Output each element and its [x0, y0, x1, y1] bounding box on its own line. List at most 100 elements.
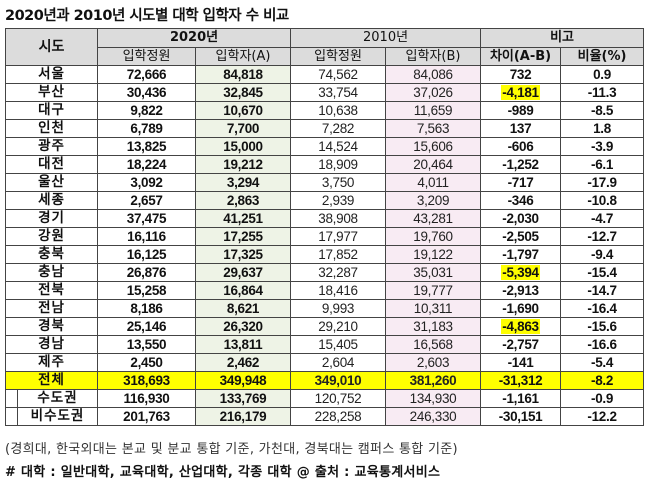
cell-entrants-2020: 2,462: [195, 353, 292, 372]
diff-value: -4,863: [501, 319, 540, 334]
cell-entrants-2020: 17,325: [195, 245, 292, 264]
cell-diff: -2,505: [480, 227, 562, 246]
cell-entrants-2010: 37,026: [385, 83, 482, 102]
cell-quota-2020: 72,666: [97, 65, 197, 84]
cell-entrants-2020: 216,179: [195, 407, 292, 426]
cell-ratio: -14.7: [560, 281, 645, 300]
cell-entrants-2020: 133,769: [195, 389, 292, 408]
cell-region: 인천: [4, 119, 99, 138]
cell-quota-2020: 2,450: [97, 353, 197, 372]
cell-quota-2020: 30,436: [97, 83, 197, 102]
cell-region: 경남: [4, 335, 99, 354]
diff-value: -1,690: [502, 301, 539, 316]
cell-quota-2010: 38,908: [290, 209, 387, 228]
cell-diff: -1,690: [480, 299, 562, 318]
cell-diff: -1,797: [480, 245, 562, 264]
header-ratio: 비율(%): [560, 47, 645, 66]
cell-ratio: -15.4: [560, 263, 645, 282]
table-row: 광주 13,825 15,000 14,524 15,606 -606 -3.9: [4, 137, 645, 156]
diff-value: -2,913: [502, 283, 539, 298]
cell-ratio: -4.7: [560, 209, 645, 228]
diff-value: -5,394: [501, 265, 540, 280]
cell-quota-2020: 26,876: [97, 263, 197, 282]
cell-quota-2010: 9,993: [290, 299, 387, 318]
diff-value: -1,161: [502, 391, 539, 406]
table-row: 제주 2,450 2,462 2,604 2,603 -141 -5.4: [4, 353, 645, 372]
cell-quota-2020: 9,822: [97, 101, 197, 120]
cell-ratio: -6.1: [560, 155, 645, 174]
cell-quota-2010: 349,010: [290, 371, 387, 390]
cell-quota-2020: 15,258: [97, 281, 197, 300]
cell-entrants-2020: 2,863: [195, 191, 292, 210]
cell-region: 서울: [4, 65, 99, 84]
cell-diff: -31,312: [480, 371, 562, 390]
cell-entrants-2020: 7,700: [195, 119, 292, 138]
diff-value: 732: [509, 67, 532, 82]
header-sido: 시도: [4, 28, 99, 66]
cell-entrants-2020: 84,818: [195, 65, 292, 84]
cell-diff: -989: [480, 101, 562, 120]
cell-entrants-2020: 32,845: [195, 83, 292, 102]
cell-entrants-2020: 10,670: [195, 101, 292, 120]
cell-entrants-2020: 19,212: [195, 155, 292, 174]
cell-entrants-2020: 3,294: [195, 173, 292, 192]
cell-quota-2020: 13,825: [97, 137, 197, 156]
table-row: 전북 15,258 16,864 18,416 19,777 -2,913 -14.7: [4, 281, 645, 300]
cell-quota-2020: 3,092: [97, 173, 197, 192]
cell-diff: -346: [480, 191, 562, 210]
cell-entrants-2010: 16,568: [385, 335, 482, 354]
cell-ratio: -12.2: [560, 407, 645, 426]
cell-quota-2020: 2,657: [97, 191, 197, 210]
cell-quota-2020: 201,763: [97, 407, 197, 426]
table-title: 2020년과 2010년 시도별 대학 입학자 수 비교: [5, 8, 289, 24]
admissions-comparison-table: 시도 2020년 2010년 비고 입학정원 입학자(A) 입학정원 입학자(B…: [4, 28, 645, 426]
cell-quota-2020: 13,550: [97, 335, 197, 354]
table-body: 서울 72,666 84,818 74,562 84,086 732 0.9 부산 30,436…: [4, 65, 645, 426]
diff-value: -1,797: [502, 247, 539, 262]
cell-quota-2020: 16,116: [97, 227, 197, 246]
cell-quota-2020: 25,146: [97, 317, 197, 336]
indent-spacer: [5, 407, 18, 426]
cell-entrants-2020: 41,251: [195, 209, 292, 228]
cell-quota-2010: 74,562: [290, 65, 387, 84]
cell-diff: -4,863: [480, 317, 562, 336]
table-row: 충남 26,876 29,637 32,287 35,031 -5,394 -15.4: [4, 263, 645, 282]
cell-diff: -30,151: [480, 407, 562, 426]
subtotal-row: 비수도권 201,763 216,179 228,258 246,330 -30,151 -…: [5, 407, 645, 426]
cell-entrants-2020: 349,948: [195, 371, 292, 390]
cell-entrants-2010: 10,311: [385, 299, 482, 318]
cell-ratio: -12.7: [560, 227, 645, 246]
cell-diff: 732: [480, 65, 562, 84]
cell-region: 전체: [4, 371, 99, 390]
total-row: 전체 318,693 349,948 349,010 381,260 -31,312 -8.…: [4, 371, 645, 390]
diff-value: -2,505: [502, 229, 539, 244]
cell-entrants-2010: 2,603: [385, 353, 482, 372]
table-row: 경기 37,475 41,251 38,908 43,281 -2,030 -4.7: [4, 209, 645, 228]
diff-value: -31,312: [498, 373, 543, 388]
cell-entrants-2010: 7,563: [385, 119, 482, 138]
table-row: 충북 16,125 17,325 17,852 19,122 -1,797 -9.4: [4, 245, 645, 264]
table-row: 부산 30,436 32,845 33,754 37,026 -4,181 -11.3: [4, 83, 645, 102]
cell-region: 충남: [4, 263, 99, 282]
cell-quota-2010: 2,939: [290, 191, 387, 210]
cell-ratio: 1.8: [560, 119, 645, 138]
cell-diff: -1,161: [480, 389, 562, 408]
cell-region: 경북: [4, 317, 99, 336]
cell-region: 강원: [4, 227, 99, 246]
cell-entrants-2010: 134,930: [385, 389, 482, 408]
cell-entrants-2010: 381,260: [385, 371, 482, 390]
header-diff: 차이(A-B): [480, 47, 562, 66]
cell-region: 경기: [4, 209, 99, 228]
cell-diff: -1,252: [480, 155, 562, 174]
header-group-compare: 비고: [480, 28, 645, 48]
cell-quota-2020: 6,789: [97, 119, 197, 138]
cell-quota-2010: 29,210: [290, 317, 387, 336]
cell-entrants-2010: 31,183: [385, 317, 482, 336]
cell-quota-2010: 33,754: [290, 83, 387, 102]
table-row: 전남 8,186 8,621 9,993 10,311 -1,690 -16.4: [4, 299, 645, 318]
cell-diff: -4,181: [480, 83, 562, 102]
cell-region: 전남: [4, 299, 99, 318]
cell-region: 전북: [4, 281, 99, 300]
cell-quota-2010: 14,524: [290, 137, 387, 156]
cell-region: 대전: [4, 155, 99, 174]
